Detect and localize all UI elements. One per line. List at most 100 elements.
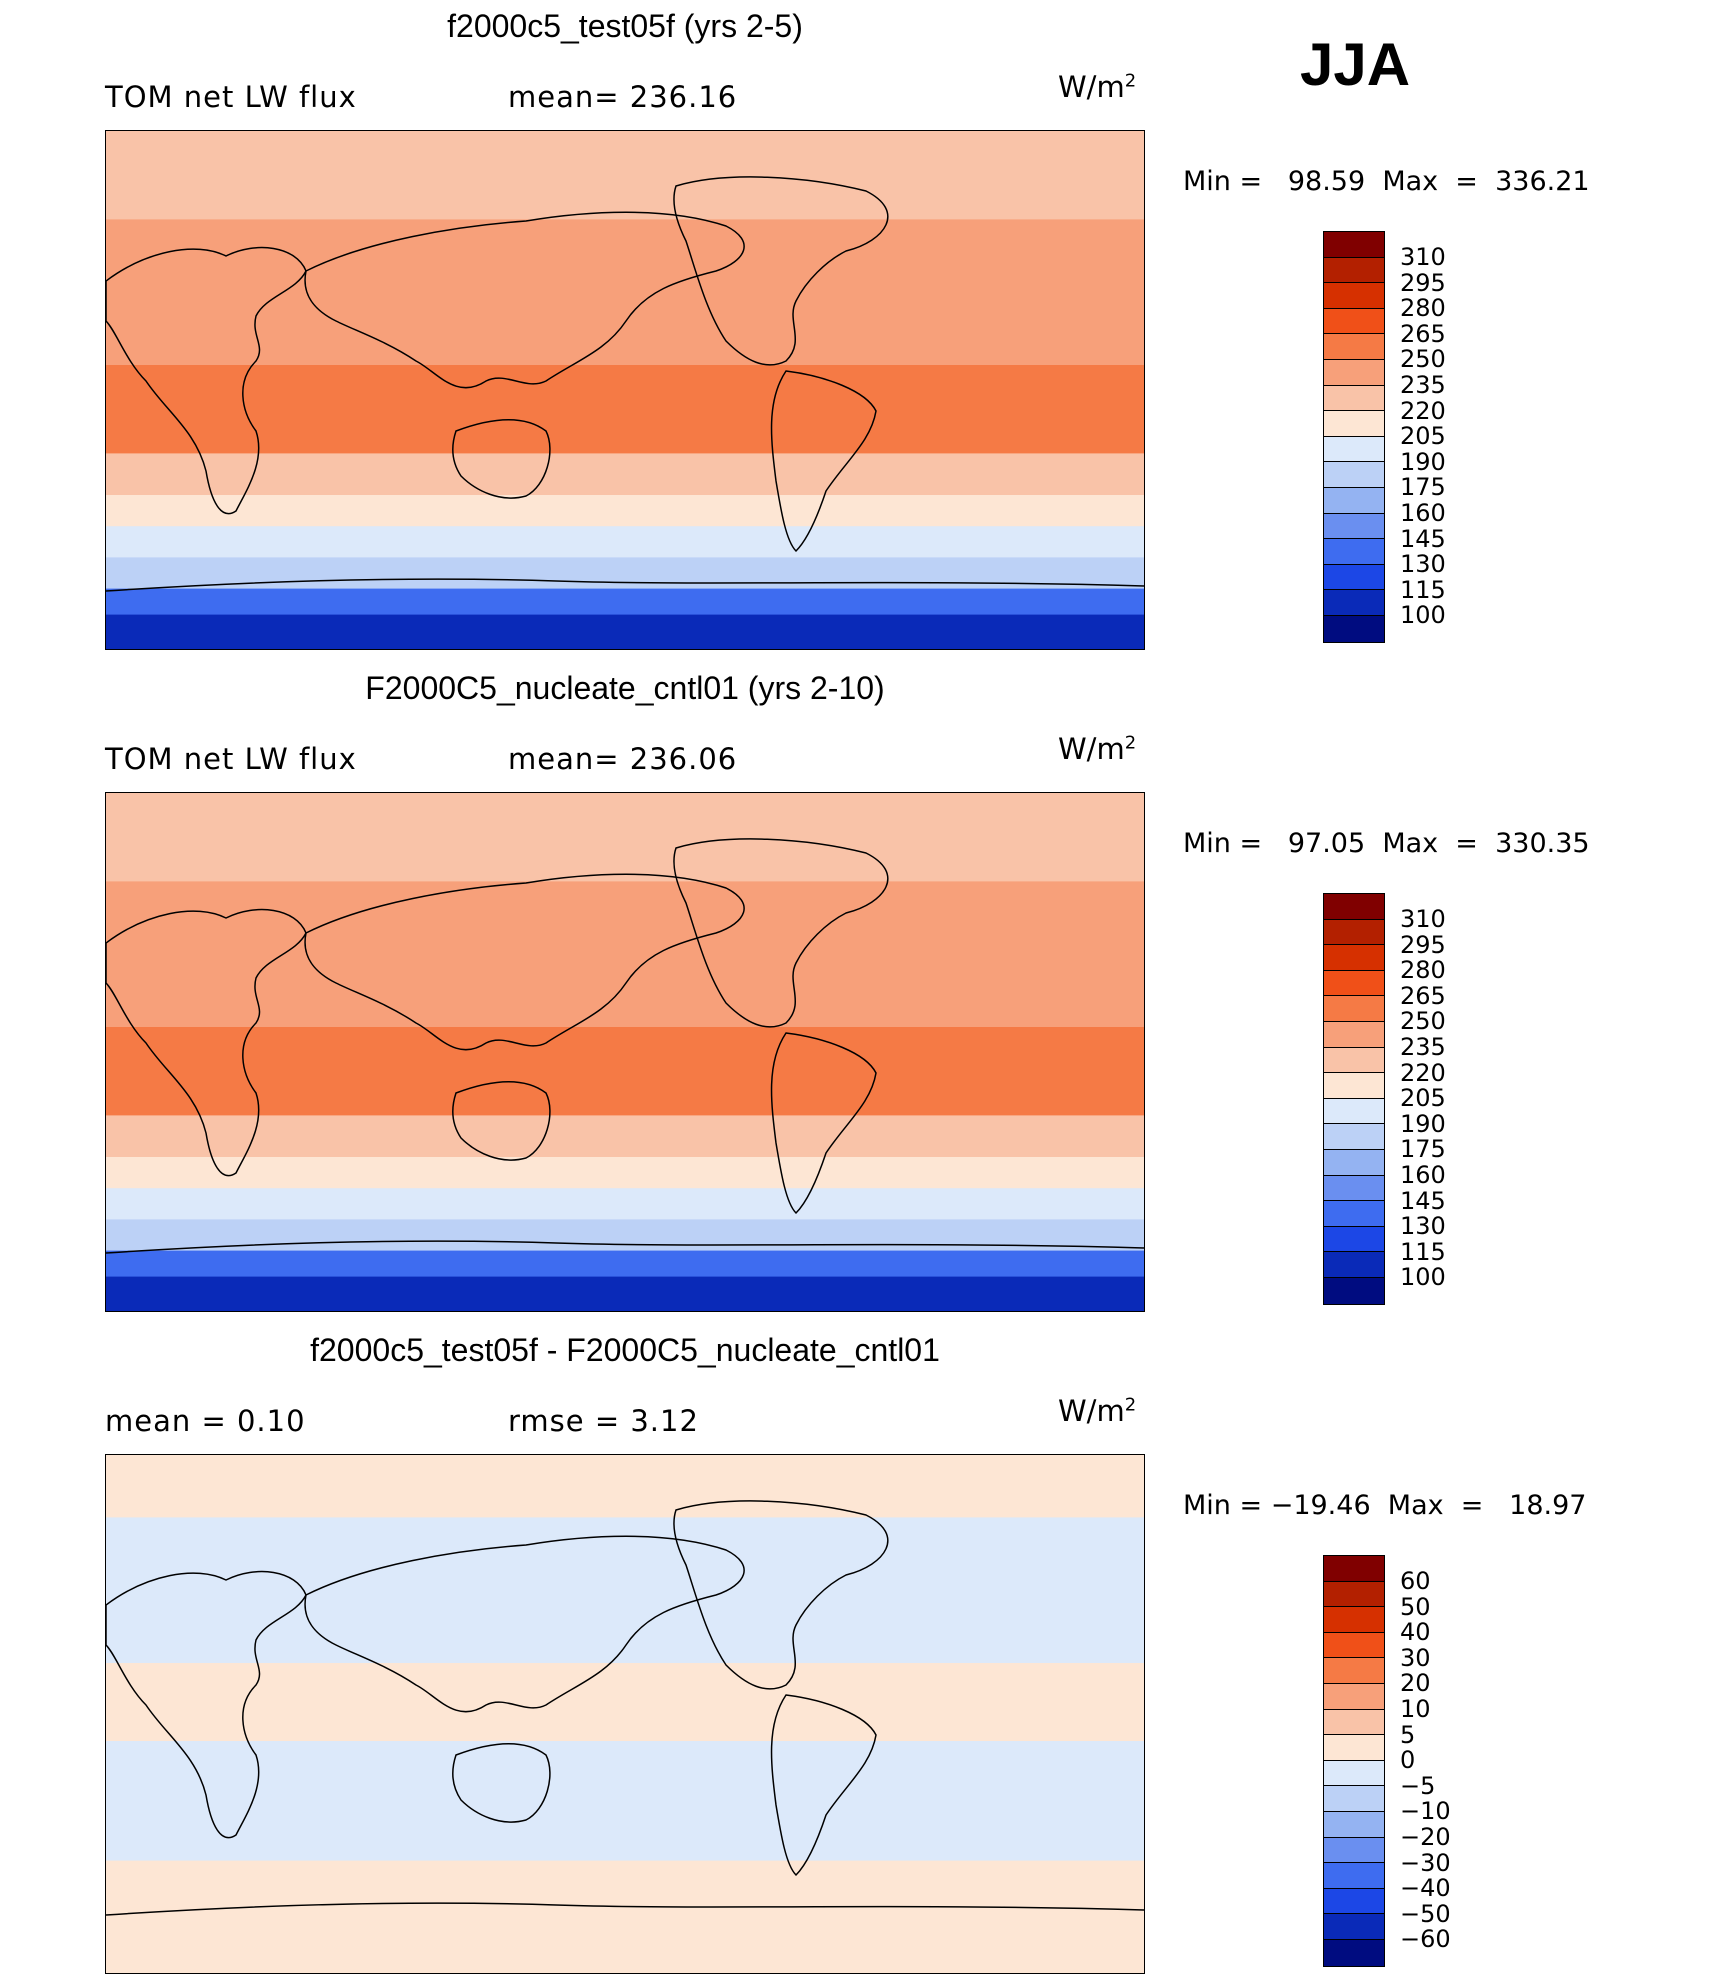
colorbar-tick-label: 0 [1400,1746,1416,1775]
variable-label: TOM net LW flux [105,80,357,114]
colorbar-tick-label: 220 [1400,396,1446,425]
colorbar-swatch [1324,513,1384,540]
coastline [106,1570,307,1839]
contour-band [106,1188,1144,1221]
colorbar-tick-label: 115 [1400,575,1446,604]
colorbar-tick-label: 160 [1400,1160,1446,1189]
colorbar-swatch [1324,487,1384,514]
colorbar-tick-label: 235 [1400,370,1446,399]
colorbar-swatch [1324,615,1384,642]
colorbar [1323,893,1385,1305]
colorbar-tick-label: 310 [1400,243,1446,271]
mean-label: mean= 236.16 [508,80,738,114]
colorbar-swatch [1324,1252,1384,1278]
coastline [673,838,889,1028]
colorbar-swatch [1324,1201,1384,1227]
colorbar-tick-label: −10 [1400,1797,1451,1826]
colorbar-tick-label: 145 [1400,524,1446,553]
colorbar-swatch [1324,1277,1384,1304]
coastline [451,419,551,499]
colorbar-swatch [1324,436,1384,463]
colorbar-swatch [1324,1837,1384,1864]
colorbar-swatch [1324,996,1384,1022]
colorbar-swatch [1324,945,1384,971]
mean-label: mean = 0.10 [105,1404,306,1438]
colorbar-swatch [1324,1863,1384,1889]
contour-band [106,495,1144,528]
colorbar [1323,231,1385,643]
colorbar-tick-label: −60 [1400,1925,1451,1954]
colorbar-tick-label: 280 [1400,956,1446,985]
map-field [106,1455,1144,1973]
contour-band [106,1663,1144,1742]
contour-band [106,1115,1144,1158]
colorbar-tick-label: 40 [1400,1618,1431,1647]
contour-band [106,793,1144,883]
colorbar-tick-label: 50 [1400,1592,1431,1621]
contour-band [106,1860,1144,1973]
colorbar-tick-label: 160 [1400,498,1446,527]
colorbar-tick-label: 235 [1400,1032,1446,1061]
colorbar-tick-label: 60 [1400,1567,1431,1595]
contour-band [106,365,1144,455]
contour-band [106,219,1144,366]
colorbar-swatch [1324,232,1384,258]
colorbar-tick-label: 30 [1400,1643,1431,1672]
colorbar-swatch [1324,385,1384,412]
colorbar-swatch [1324,894,1384,920]
colorbar-swatch [1324,1581,1384,1608]
colorbar-tick-label: 115 [1400,1237,1446,1266]
colorbar-swatch [1324,257,1384,284]
min-max-label: Min = −19.46 Max = 18.97 [1183,1490,1587,1521]
colorbar-ticks: 60 50 40 30 20 10 5 0 −5 −10 −20 −30 −40 −50 −60 [1400,1567,1451,1954]
panel-cntl01: F2000C5_nucleate_cntl01 (yrs 2-10) TOM n… [0,662,1710,1322]
colorbar-swatch [1324,1683,1384,1710]
colorbar-swatch [1324,1226,1384,1253]
contour-band [106,131,1144,221]
min-max-label: Min = 97.05 Max = 330.35 [1183,828,1590,859]
colorbar-tick-label: 130 [1400,550,1446,579]
colorbar-tick-label: 295 [1400,930,1446,959]
colorbar-tick-label: 175 [1400,473,1446,502]
coastline [770,1032,877,1215]
colorbar-swatch [1324,590,1384,616]
season-label: JJA [1300,31,1411,98]
coastline [106,1240,1144,1254]
colorbar-swatch [1324,359,1384,386]
colorbar-tick-label: −5 [1400,1771,1436,1800]
contour-band [106,614,1144,649]
colorbar-swatch [1324,1556,1384,1582]
coastline [451,1743,551,1823]
contour-band [106,1517,1144,1664]
map-field [106,793,1144,1311]
colorbar-tick-label: 100 [1400,1263,1446,1292]
contour-band [106,1276,1144,1311]
colorbar-tick-label: 175 [1400,1135,1446,1164]
map-cntl01 [105,792,1145,1312]
colorbar-tick-label: 190 [1400,447,1446,476]
units-label: W/m2 [1058,732,1137,766]
coastline [673,176,889,366]
units-label: W/m2 [1058,1394,1137,1428]
colorbar-tick-label: 205 [1400,1084,1446,1113]
colorbar-swatch [1324,919,1384,946]
contour-band [106,557,1144,590]
contour-band [106,453,1144,496]
colorbar-swatch [1324,1632,1384,1659]
colorbar-tick-label: −20 [1400,1822,1451,1851]
colorbar-swatch [1324,564,1384,591]
colorbar-tick-label: 250 [1400,1007,1446,1036]
colorbar-swatch [1324,1607,1384,1633]
colorbar-swatch [1324,1047,1384,1074]
panel-test05f: f2000c5_test05f (yrs 2-5) TOM net LW flu… [0,0,1710,660]
colorbar-swatch [1324,1149,1384,1176]
colorbar [1323,1555,1385,1967]
colorbar-swatch [1324,411,1384,437]
min-max-label: Min = 98.59 Max = 336.21 [1183,166,1590,197]
colorbar-swatch [1324,334,1384,360]
map-difference [105,1454,1145,1974]
coastline [304,211,745,389]
map-field [106,131,1144,649]
contour-band [106,1741,1144,1862]
colorbar-tick-label: −30 [1400,1848,1451,1877]
